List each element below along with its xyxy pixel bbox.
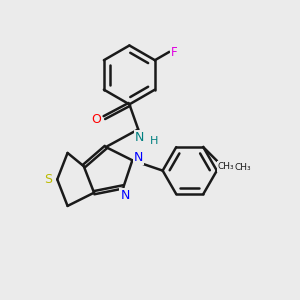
- Text: H: H: [150, 136, 159, 146]
- Text: N: N: [135, 131, 144, 144]
- Text: S: S: [44, 173, 52, 186]
- Text: N: N: [134, 152, 143, 164]
- Text: CH₃: CH₃: [218, 162, 235, 171]
- Text: F: F: [171, 46, 178, 59]
- Text: O: O: [91, 113, 101, 127]
- Text: CH₃: CH₃: [234, 163, 251, 172]
- Text: N: N: [120, 189, 130, 202]
